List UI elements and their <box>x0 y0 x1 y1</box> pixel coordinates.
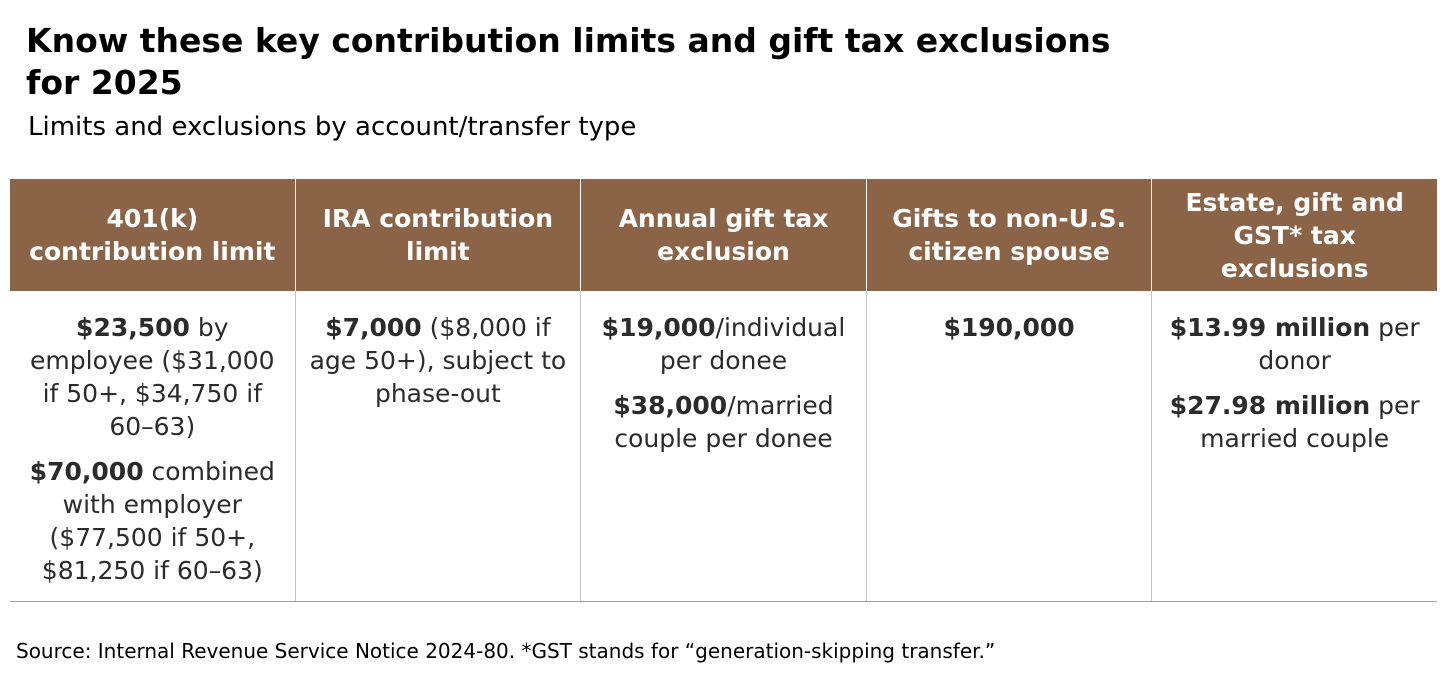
cell-paragraph: $23,500 by employee ($31,000 if 50+, $34… <box>20 311 285 443</box>
source-footnote: Source: Internal Revenue Service Notice … <box>16 639 996 663</box>
header-estate-gift-gst: Estate, gift and GST* tax exclusions <box>1151 179 1437 291</box>
cell-amount: $19,000 <box>601 313 716 342</box>
cell-amount: $27.98 million <box>1169 391 1371 420</box>
cell-paragraph: $19,000/individual per donee <box>591 311 856 377</box>
cell-amount: $70,000 <box>29 457 144 486</box>
cell-401k-limit: $23,500 by employee ($31,000 if 50+, $34… <box>10 291 295 601</box>
cell-amount: $190,000 <box>943 313 1075 342</box>
page-title: Know these key contribution limits and g… <box>26 21 1111 102</box>
cell-amount: $7,000 <box>325 313 422 342</box>
cell-detail: by employee ($31,000 if 50+, $34,750 if … <box>30 313 275 441</box>
cell-paragraph: $190,000 <box>877 311 1142 344</box>
cell-paragraph: $38,000/married couple per donee <box>591 389 856 455</box>
cell-ira-limit: $7,000 ($8,000 if age 50+), subject to p… <box>294 291 581 601</box>
page-subtitle: Limits and exclusions by account/transfe… <box>28 112 637 142</box>
header-401k-limit: 401(k) contribution limit <box>29 204 276 266</box>
cell-paragraph: $13.99 million per donor <box>1162 311 1427 377</box>
cell-paragraph: $7,000 ($8,000 if age 50+), subject to p… <box>306 311 571 410</box>
limits-table: 401(k) contribution limit IRA contributi… <box>10 179 1437 602</box>
cell-detail: /married couple per donee <box>614 391 834 453</box>
cell-amount: $38,000 <box>613 391 728 420</box>
cell-detail: /individual per donee <box>659 313 846 375</box>
header-ira-limit: IRA contribution limit <box>294 179 581 291</box>
cell-amount: $23,500 <box>76 313 190 342</box>
table-header-row: 401(k) contribution limit IRA contributi… <box>10 179 1437 291</box>
cell-detail: ($8,000 if age 50+), subject to phase-ou… <box>309 313 567 408</box>
cell-paragraph: $27.98 million per married couple <box>1162 389 1427 455</box>
cell-amount: $13.99 million <box>1169 313 1371 342</box>
header-non-us-spouse-gifts: Gifts to non-U.S. citizen spouse <box>865 179 1152 291</box>
cell-detail: per married couple <box>1200 391 1420 453</box>
cell-detail: per donor <box>1258 313 1420 375</box>
table-row: $23,500 by employee ($31,000 if 50+, $34… <box>10 291 1437 602</box>
cell-non-us-spouse-gifts: $190,000 <box>865 291 1152 601</box>
cell-paragraph: $70,000 combined with employer ($77,500 … <box>20 455 285 587</box>
cell-annual-gift-exclusion: $19,000/individual per donee $38,000/mar… <box>580 291 866 601</box>
header-annual-gift-exclusion: Annual gift tax exclusion <box>580 179 866 291</box>
cell-detail: combined with employer ($77,500 if 50+, … <box>41 457 275 585</box>
cell-estate-gift-gst: $13.99 million per donor $27.98 million … <box>1151 291 1437 601</box>
